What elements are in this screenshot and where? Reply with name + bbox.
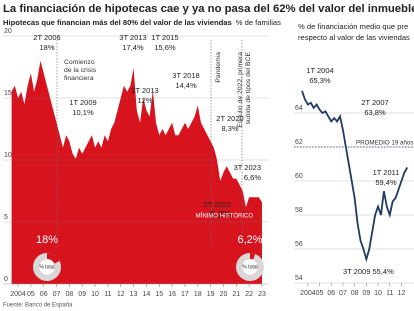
donut-hole	[39, 259, 55, 275]
donut-hole	[242, 259, 258, 275]
annotation: 2T 2006	[33, 33, 60, 42]
x-tick-label: 16	[168, 291, 176, 298]
annotation: 18%	[39, 43, 54, 52]
line	[301, 90, 409, 263]
note: Pandemia	[215, 52, 222, 83]
donut-slice	[46, 253, 60, 264]
x-tick-label: 23	[258, 291, 266, 298]
x-tick-label: 14	[143, 291, 151, 298]
annotation: MÍNIMO HISTÓRICO	[196, 213, 254, 220]
y-tick-label: 64	[295, 105, 303, 112]
annotation: 2T 2022	[204, 200, 231, 209]
donut-label: % total	[39, 264, 54, 270]
x-tick-label: 11	[104, 291, 111, 298]
y-tick-label: 10	[4, 152, 12, 159]
donut-value: 18%	[36, 234, 58, 246]
x-tick-label: 13	[130, 291, 138, 298]
note: En julio de 2022, primera	[237, 52, 244, 128]
donut-label: % total	[242, 264, 257, 270]
annotation: 2T 2007	[361, 98, 388, 107]
annotation: 8,3%	[221, 124, 238, 133]
annotation: 6,2%	[210, 209, 231, 219]
x-tick-label: 22	[245, 291, 253, 298]
annotation: 14,4%	[175, 81, 197, 90]
x-tick-label: 06	[40, 291, 48, 298]
y-tick-label: 15	[4, 90, 12, 97]
y-tick-label: 62	[295, 139, 303, 146]
annotation: 12%	[137, 96, 152, 105]
x-tick-label: 17	[181, 291, 189, 298]
x-tick-label: 21	[232, 291, 240, 298]
annotation: 1T 2009	[69, 98, 96, 107]
y-tick-label: 20	[4, 28, 12, 35]
annotation: 3T 2018	[172, 71, 199, 80]
x-tick-label: 08	[351, 290, 359, 297]
x-tick-label: 05	[27, 291, 35, 298]
x-tick-label: 09	[78, 291, 86, 298]
x-tick-label: 10	[91, 291, 99, 298]
subtitle: Hipotecas que financian más del 80% del …	[3, 18, 232, 27]
x-tick-label: 18	[194, 291, 202, 298]
y-tick-label: 0	[4, 276, 8, 283]
annotation: 3T 2023	[234, 163, 261, 172]
note: subida de tipos del BCE	[245, 52, 252, 125]
y-tick-label: 56	[295, 241, 303, 248]
y-tick-label: 5	[4, 214, 8, 221]
annotation: 3T 2013	[119, 33, 146, 42]
x-tick-label: 10	[374, 290, 382, 297]
annotation: 10,1%	[72, 108, 94, 117]
donut-slice	[249, 253, 256, 260]
x-tick-label: 09	[362, 290, 370, 297]
y-tick-label: 58	[295, 207, 303, 214]
x-tick-label: 15	[155, 291, 163, 298]
subtitle: respecto al valor de las viviendas	[298, 33, 410, 42]
x-tick-label: 07	[339, 290, 347, 297]
y-tick-label: 60	[295, 173, 303, 180]
note: Comienzo	[64, 59, 95, 66]
annotation: 65,3%	[309, 76, 331, 85]
annotation: 6,6%	[244, 173, 261, 182]
annotation: 17,4%	[122, 43, 144, 52]
x-tick-label: 06	[327, 290, 335, 297]
right-chart: % de financiación medio que pre respecto …	[294, 22, 414, 297]
subtitle: % de financiación medio que pre	[298, 22, 408, 31]
annotation: 3T 2013	[131, 86, 158, 95]
source: Fuente: Banco de España	[3, 303, 73, 309]
x-tick-label: 07	[53, 291, 61, 298]
annotation: 2T 2020	[216, 114, 243, 123]
x-tick-label: 2004	[10, 291, 26, 298]
x-tick-label: 20	[220, 291, 228, 298]
title: La financiación de hipotecas cae y ya no…	[3, 3, 414, 15]
annotation: 1T 2015	[151, 33, 178, 42]
unit: % de familias	[236, 18, 281, 27]
donut-value: 6,2%	[237, 234, 262, 246]
annotation: 63,8%	[364, 108, 386, 117]
note: de la crisis	[64, 67, 97, 74]
x-tick-label: 19	[207, 291, 215, 298]
x-tick-label: 05	[316, 290, 324, 297]
x-tick-label: 11	[386, 290, 393, 297]
x-tick-label: 12	[117, 291, 125, 298]
area	[11, 60, 262, 284]
y-tick-label: 54	[295, 275, 303, 282]
annotation: 1T 2004	[306, 66, 333, 75]
x-tick-label: 08	[65, 291, 73, 298]
annotation: 59,4%	[375, 178, 397, 187]
x-tick-label: 12	[398, 290, 406, 297]
annotation: 1T 2011	[373, 168, 400, 177]
annotation: 3T 2009 55,4%	[343, 267, 394, 276]
x-tick-label: 2004	[300, 290, 316, 297]
note: financiera	[64, 75, 94, 82]
average-label: PROMEDIO 19 años	[356, 140, 413, 147]
annotation: 15,6%	[154, 43, 176, 52]
